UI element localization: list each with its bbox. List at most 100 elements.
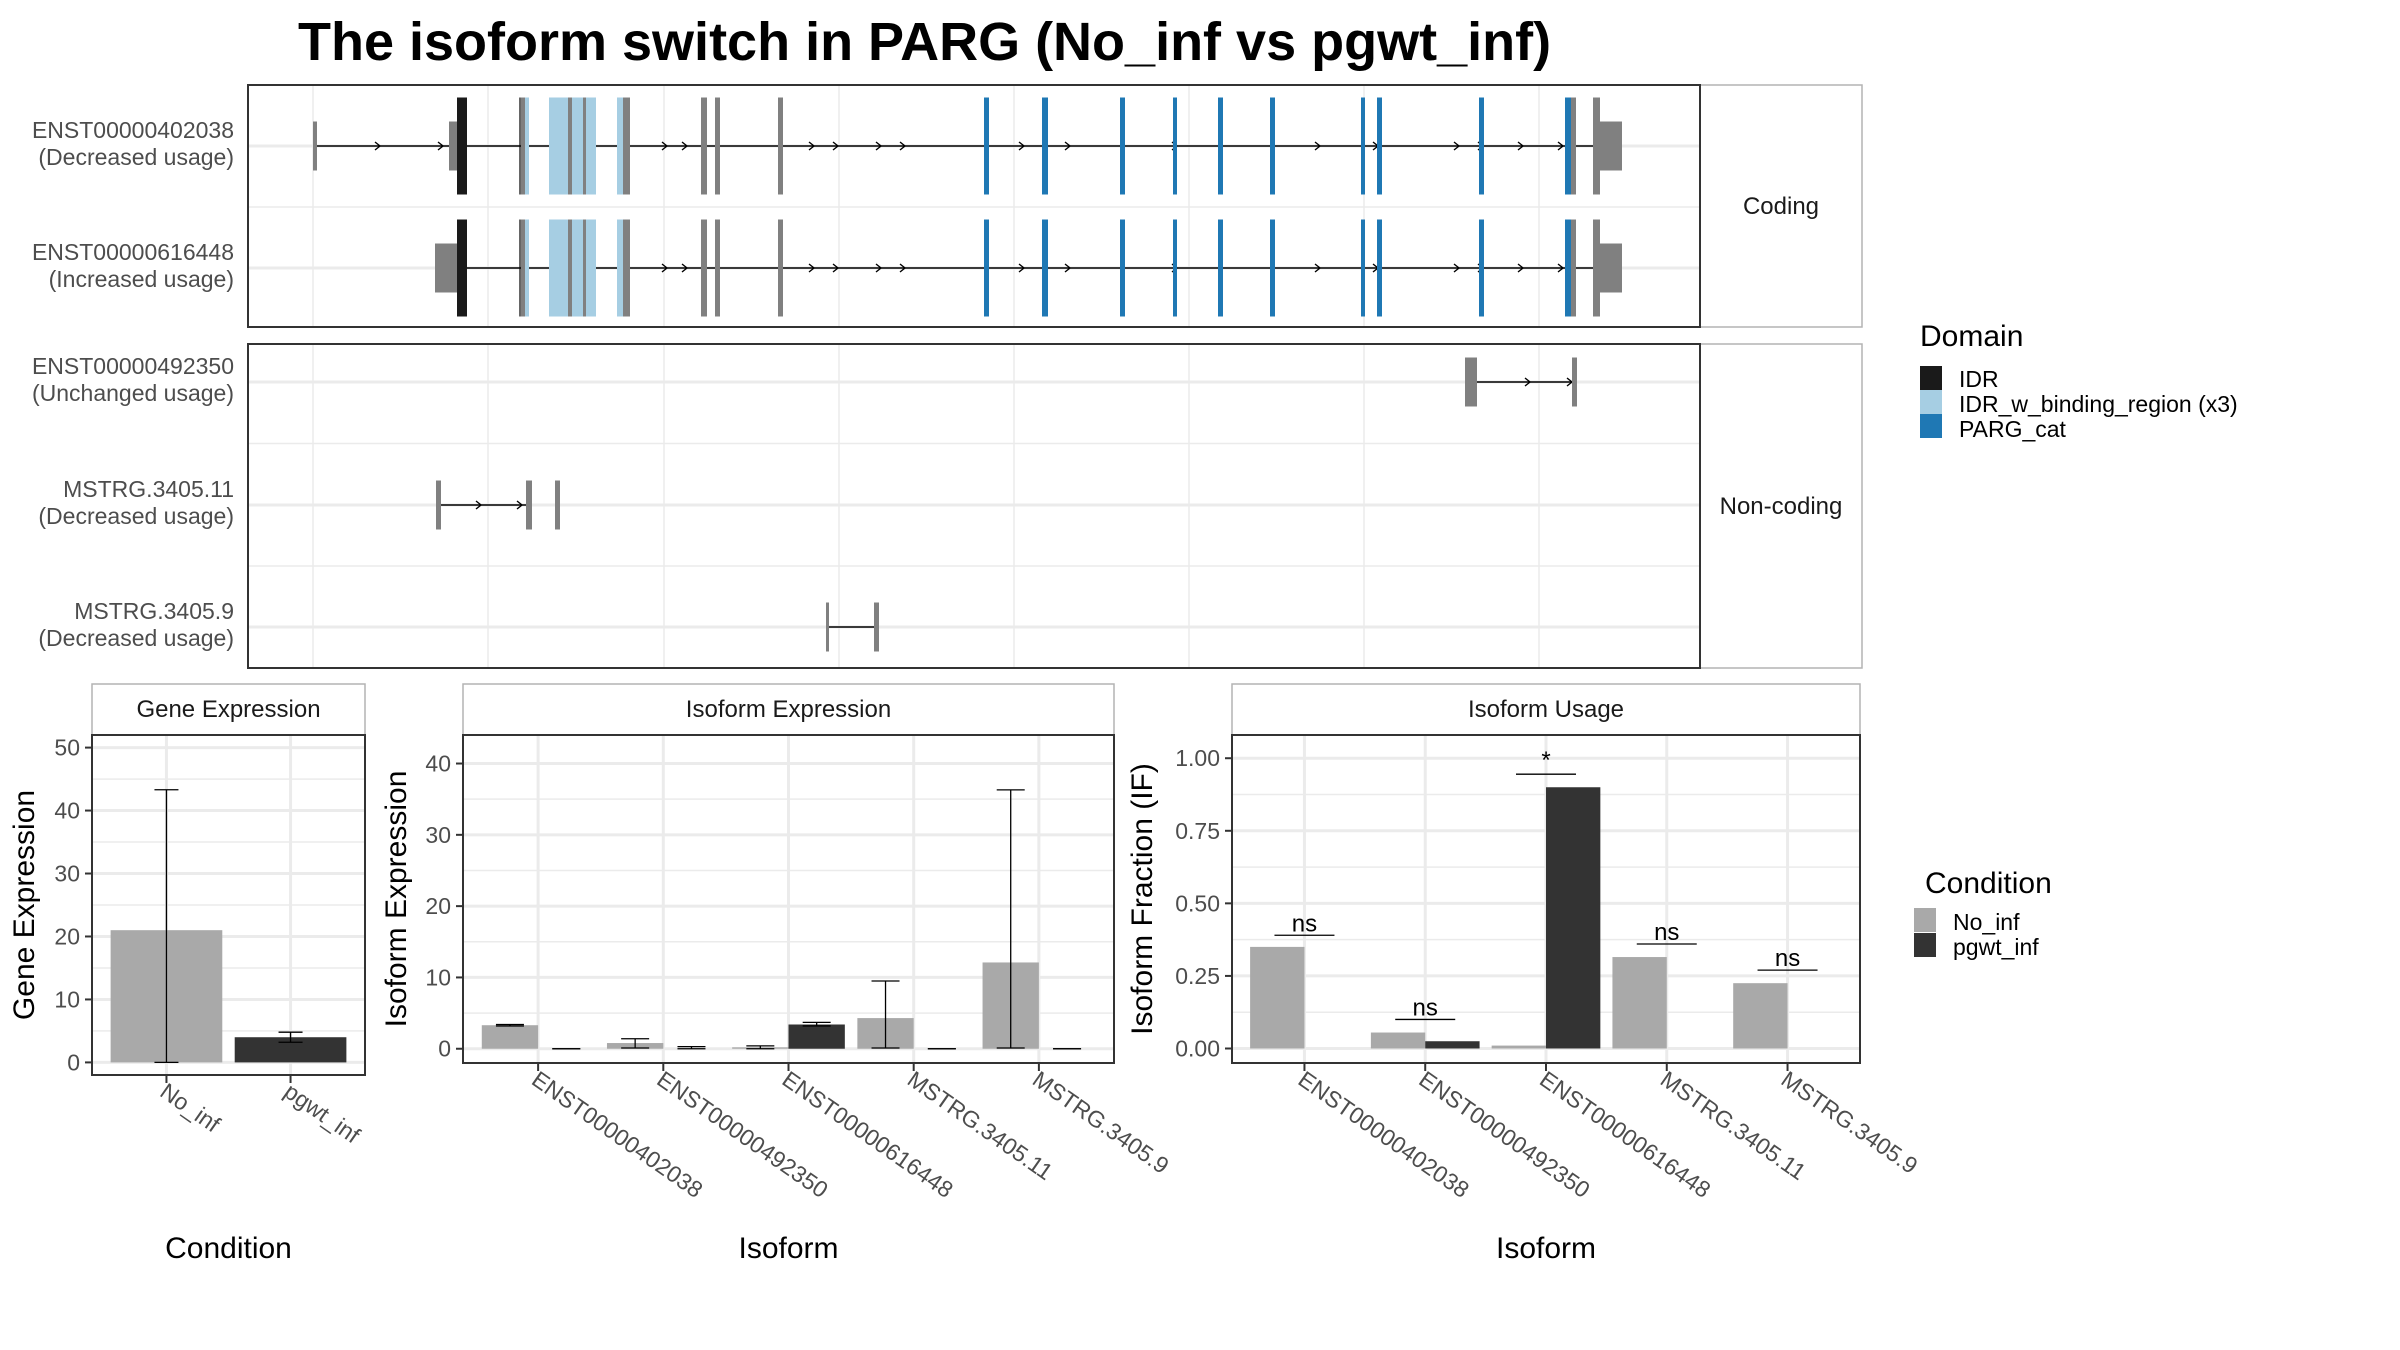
facet-strip <box>1699 84 1863 328</box>
figure-title: The isoform switch in PARG (No_inf vs pg… <box>298 12 1551 72</box>
strand-arrow <box>875 263 883 273</box>
strand-arrow <box>1524 377 1532 387</box>
gene-expression-chart: Gene Expression 0 10 20 30 40 50 No_inf pgwt_inf… <box>8 683 366 1265</box>
significance-label: ns <box>1413 994 1438 1021</box>
utr-exon <box>449 121 457 171</box>
legend-swatch-idr <box>1920 366 1942 390</box>
exon <box>1593 97 1600 195</box>
exon-parg-cat <box>1120 97 1125 195</box>
exon <box>623 219 630 317</box>
domain-legend-title: Domain <box>1920 320 2023 353</box>
strand-arrow <box>1314 263 1322 273</box>
exon-parg-cat <box>1042 97 1048 195</box>
x-tick-label: pgwt_inf <box>280 1078 366 1149</box>
strand-arrow <box>1314 141 1322 151</box>
exon <box>568 219 572 317</box>
legend-label-parg-cat: PARG_cat <box>1959 416 2067 442</box>
transcript-usage-label: (Decreased usage) <box>38 144 234 170</box>
exon-idr-binding-region <box>525 97 529 195</box>
exon-parg-cat <box>1361 97 1365 195</box>
non-coding-facet: Non-coding ENST00000492350(Unchanged usag… <box>32 343 1863 669</box>
facet-strip <box>1699 343 1863 669</box>
exon-idr-binding-region <box>549 219 596 317</box>
transcript-usage-label: (Increased usage) <box>49 266 234 292</box>
exon <box>826 602 829 652</box>
legend-swatch-pgwt-inf <box>1914 933 1936 957</box>
exon <box>436 480 441 530</box>
strand-arrow <box>808 141 816 151</box>
exon <box>715 219 720 317</box>
legend-label-idr-binding: IDR_w_binding_region (x3) <box>1959 391 2238 417</box>
bar-No_inf-ENST00000402038 <box>481 1025 539 1049</box>
exon <box>521 219 525 317</box>
strand-arrow <box>1018 263 1026 273</box>
y-tick-label: 50 <box>54 735 80 761</box>
x-axis-title: Isoform <box>1496 1232 1596 1265</box>
strand-arrow <box>661 263 669 273</box>
y-tick-label: 0 <box>438 1036 451 1062</box>
transcript-name-label: ENST00000402038 <box>32 117 234 143</box>
panel-title: Isoform Usage <box>1468 696 1624 723</box>
condition-legend: Condition No_inf pgwt_inf <box>1914 867 2052 960</box>
exon-parg-cat <box>1042 219 1048 317</box>
exon-parg-cat <box>1565 219 1571 317</box>
exon <box>583 97 586 195</box>
bar-pgwt_inf-ENST00000616448 <box>1546 787 1601 1049</box>
domain-legend: Domain IDR IDR_w_binding_region (x3) PAR… <box>1920 320 2238 442</box>
y-axis-title: Gene Expression <box>8 790 41 1020</box>
strand-arrow <box>1064 141 1072 151</box>
panel-strip <box>462 683 1115 736</box>
strand-arrow <box>1517 263 1525 273</box>
y-tick-label: 1.00 <box>1175 745 1220 771</box>
strand-arrow <box>899 263 907 273</box>
bar-No_inf-MSTRG.3405.11 <box>1612 957 1667 1049</box>
exon-idr <box>457 219 467 317</box>
significance-label: ns <box>1654 919 1679 946</box>
y-axis-title: Isoform Expression <box>380 771 413 1028</box>
y-tick-label: 0.00 <box>1175 1035 1220 1061</box>
significance-label: * <box>1541 747 1550 774</box>
exon-parg-cat <box>1218 219 1223 317</box>
exon-parg-cat <box>1479 97 1484 195</box>
facet-strip-label: Coding <box>1743 193 1819 220</box>
facet-border <box>247 84 1701 328</box>
strand-arrow <box>437 141 445 151</box>
x-tick-label: No_inf <box>156 1078 226 1138</box>
condition-legend-title: Condition <box>1925 867 2052 900</box>
exon <box>778 219 783 317</box>
exon-parg-cat <box>1173 97 1177 195</box>
bar-pgwt_inf-ENST00000616448 <box>788 1024 845 1049</box>
transcript-name-label: MSTRG.3405.11 <box>63 476 234 502</box>
strand-arrow <box>808 263 816 273</box>
y-axis-title: Isoform Fraction (IF) <box>1126 763 1159 1035</box>
strand-arrow <box>1557 263 1565 273</box>
exon <box>701 97 707 195</box>
y-tick-label: 20 <box>425 893 451 919</box>
legend-swatch-no-inf <box>1914 908 1936 932</box>
x-axis-title: Condition <box>165 1232 292 1265</box>
exon-parg-cat <box>1270 97 1275 195</box>
y-tick-label: 10 <box>54 986 80 1012</box>
exon <box>715 97 720 195</box>
strand-arrow <box>832 263 840 273</box>
exon-parg-cat <box>1361 219 1365 317</box>
exon-idr <box>457 97 467 195</box>
strand-arrow <box>681 263 689 273</box>
y-tick-label: 30 <box>54 861 80 887</box>
bar-No_inf-ENST00000492350 <box>1370 1032 1426 1049</box>
strand-arrow <box>516 500 524 510</box>
exon <box>623 97 630 195</box>
strand-arrow <box>899 141 907 151</box>
exon-parg-cat <box>1270 219 1275 317</box>
exon <box>1593 219 1600 317</box>
y-tick-label: 0.75 <box>1175 818 1220 844</box>
y-tick-label: 20 <box>54 923 80 949</box>
exon <box>1571 97 1576 195</box>
bar-No_inf-ENST00000616448 <box>1491 1045 1546 1049</box>
strand-arrow <box>1064 263 1072 273</box>
transcript-usage-label: (Unchanged usage) <box>32 380 234 406</box>
exon-idr-binding-region <box>549 97 596 195</box>
exon-parg-cat <box>1218 97 1223 195</box>
y-tick-label: 40 <box>54 798 80 824</box>
exon-idr-binding-region <box>617 219 623 317</box>
